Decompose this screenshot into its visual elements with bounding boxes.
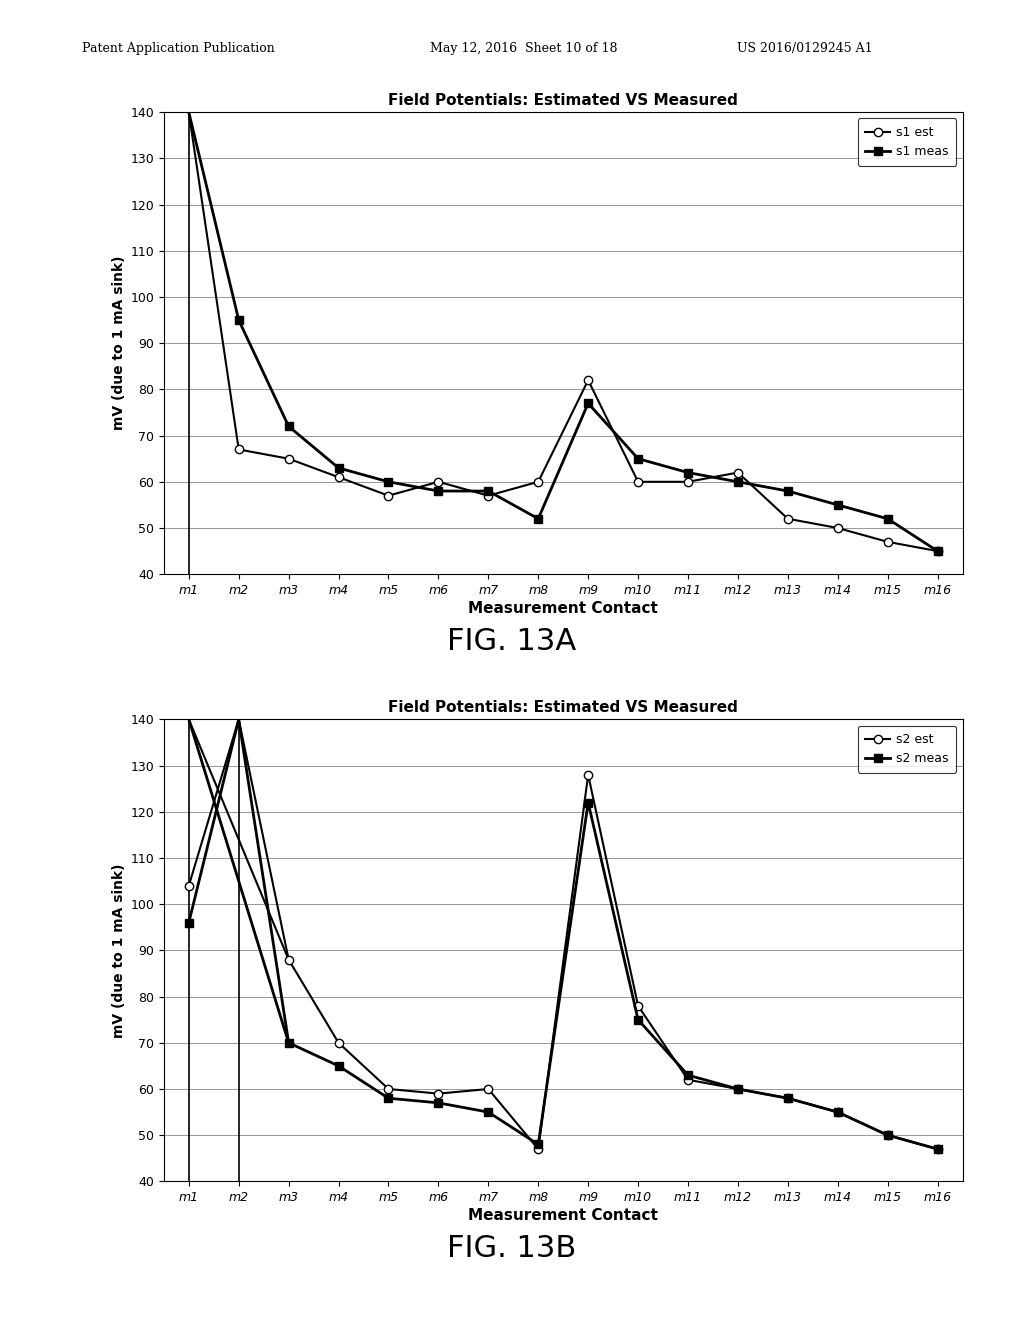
- s1 meas: [831, 496, 844, 512]
- s2 meas: [482, 1104, 495, 1119]
- s2 meas: [682, 1067, 694, 1082]
- s1 meas: [932, 544, 944, 560]
- s1 est: [632, 474, 644, 490]
- s1 est: [582, 372, 594, 388]
- s1 est: [283, 451, 295, 467]
- Y-axis label: mV (due to 1 mA sink): mV (due to 1 mA sink): [112, 863, 126, 1038]
- s2 est: [182, 878, 195, 894]
- s1 est: [682, 474, 694, 490]
- s2 meas: [582, 795, 594, 810]
- X-axis label: Measurement Contact: Measurement Contact: [468, 601, 658, 616]
- s2 est: [482, 1081, 495, 1097]
- s2 est: [382, 1081, 394, 1097]
- s1 meas: [232, 312, 245, 327]
- s2 meas: [632, 1012, 644, 1028]
- s2 est: [732, 1081, 744, 1097]
- s1 meas: [632, 451, 644, 467]
- s1 est: [831, 520, 844, 536]
- s2 meas: [333, 1059, 345, 1074]
- Title: Field Potentials: Estimated VS Measured: Field Potentials: Estimated VS Measured: [388, 701, 738, 715]
- s1 meas: [882, 511, 894, 527]
- s2 est: [582, 767, 594, 783]
- Legend: s2 est, s2 meas: s2 est, s2 meas: [857, 726, 956, 774]
- Line: s2 est: s2 est: [184, 771, 942, 1154]
- Line: s2 meas: s2 meas: [184, 799, 942, 1154]
- s1 est: [382, 487, 394, 503]
- Title: Field Potentials: Estimated VS Measured: Field Potentials: Estimated VS Measured: [388, 94, 738, 108]
- Text: May 12, 2016  Sheet 10 of 18: May 12, 2016 Sheet 10 of 18: [430, 42, 617, 55]
- Line: s1 est: s1 est: [234, 376, 942, 556]
- s1 est: [333, 470, 345, 486]
- s2 est: [882, 1127, 894, 1143]
- s1 est: [432, 474, 444, 490]
- s1 meas: [582, 396, 594, 412]
- s2 meas: [831, 1104, 844, 1119]
- Text: FIG. 13A: FIG. 13A: [447, 627, 577, 656]
- s2 meas: [882, 1127, 894, 1143]
- s2 meas: [532, 1137, 545, 1152]
- s1 est: [882, 533, 894, 549]
- s2 meas: [283, 1035, 295, 1051]
- s1 est: [781, 511, 794, 527]
- s1 meas: [532, 511, 545, 527]
- s1 meas: [333, 461, 345, 477]
- s1 est: [732, 465, 744, 480]
- s2 est: [632, 998, 644, 1014]
- s1 meas: [283, 418, 295, 434]
- s1 meas: [382, 474, 394, 490]
- s1 est: [232, 441, 245, 458]
- s2 est: [432, 1085, 444, 1101]
- s2 est: [932, 1140, 944, 1156]
- s2 meas: [382, 1090, 394, 1106]
- s2 est: [781, 1090, 794, 1106]
- s1 meas: [482, 483, 495, 499]
- Text: US 2016/0129245 A1: US 2016/0129245 A1: [737, 42, 872, 55]
- s2 meas: [432, 1096, 444, 1111]
- s2 est: [283, 952, 295, 968]
- X-axis label: Measurement Contact: Measurement Contact: [468, 1208, 658, 1224]
- s2 est: [831, 1104, 844, 1119]
- s2 meas: [932, 1140, 944, 1156]
- Y-axis label: mV (due to 1 mA sink): mV (due to 1 mA sink): [112, 256, 126, 430]
- s1 meas: [732, 474, 744, 490]
- s1 est: [482, 487, 495, 503]
- s2 est: [532, 1140, 545, 1156]
- Line: s1 meas: s1 meas: [234, 315, 942, 556]
- Text: FIG. 13B: FIG. 13B: [447, 1234, 577, 1263]
- s2 meas: [182, 915, 195, 931]
- s1 meas: [432, 483, 444, 499]
- s2 est: [333, 1035, 345, 1051]
- s1 meas: [682, 465, 694, 480]
- Text: Patent Application Publication: Patent Application Publication: [82, 42, 274, 55]
- s1 meas: [781, 483, 794, 499]
- s2 est: [682, 1072, 694, 1088]
- Legend: s1 est, s1 meas: s1 est, s1 meas: [857, 119, 956, 166]
- s1 est: [932, 544, 944, 560]
- s2 meas: [732, 1081, 744, 1097]
- s1 est: [532, 474, 545, 490]
- s2 meas: [781, 1090, 794, 1106]
